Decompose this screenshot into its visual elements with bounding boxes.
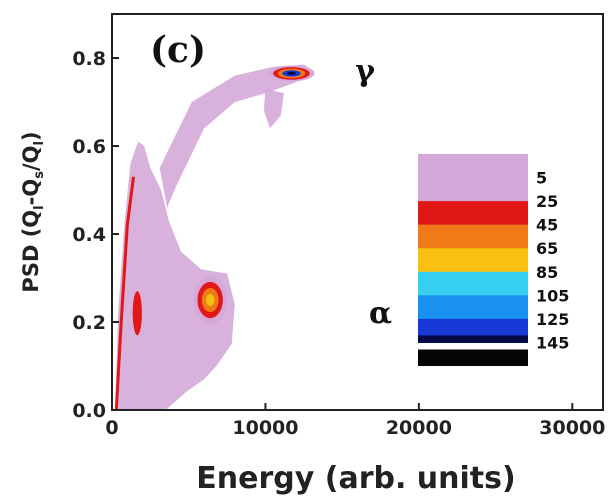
annotation-gamma: γ [355, 54, 375, 89]
y-label-mid: -Q [19, 179, 43, 206]
colorbar-band-145 [418, 335, 528, 343]
alpha-peak-level-65 [206, 294, 215, 306]
region-alpha-band [115, 141, 235, 410]
y-label-sub2: s [32, 171, 47, 179]
colorbar-band-bottom [418, 349, 528, 366]
gamma-peak-level-145 [286, 71, 297, 75]
panel-label: (c) [150, 29, 206, 71]
colorbar-band-25 [418, 201, 528, 226]
y-label-sub1: l [32, 205, 47, 209]
y-axis-label: PSD (Ql-Qs/Ql) [19, 131, 47, 292]
colorbar-label-25: 25 [536, 192, 558, 211]
y-tick-label-0.0: 0.0 [72, 400, 106, 422]
colorbar-band-65 [418, 248, 528, 273]
y-axis-ticks: 0.0 0.2 0.4 0.6 0.8 [72, 48, 119, 422]
y-label-end: ) [19, 131, 43, 141]
y-tick-label-0.6: 0.6 [72, 136, 106, 158]
edge-line [114, 176, 135, 411]
y-label-main: PSD (Q [19, 210, 43, 293]
colorbar-band-85 [418, 271, 528, 296]
y-tick-label-0.4: 0.4 [72, 224, 106, 246]
colorbar-label-105: 105 [536, 286, 569, 305]
colorbar-band-5 [418, 177, 528, 202]
colorbar-band-105 [418, 295, 528, 320]
colorbar-label-85: 85 [536, 263, 558, 282]
x-tick-label-10000: 10000 [232, 417, 298, 439]
colorbar-band-top [418, 154, 528, 178]
colorbar-label-145: 145 [536, 333, 569, 352]
plot-frame [111, 13, 604, 411]
colorbar-label-5: 5 [536, 169, 547, 188]
colorbar-label-45: 45 [536, 216, 558, 235]
region-gamma-tail [263, 88, 284, 129]
plot-content [114, 64, 315, 411]
y-label-mid2: /Q [19, 146, 43, 172]
colorbar-label-125: 125 [536, 310, 569, 329]
y-label-sub3: l [32, 141, 47, 145]
y-tick-label-0.2: 0.2 [72, 312, 106, 334]
colorbar-legend: 5 25 45 65 85 105 125 145 [418, 154, 569, 366]
x-axis-ticks: 0 10000 20000 30000 [105, 403, 605, 439]
colorbar-band-45 [418, 224, 528, 249]
annotation-alpha: α [369, 296, 392, 331]
colorbar-label-65: 65 [536, 239, 558, 258]
y-tick-label-0.8: 0.8 [72, 48, 106, 70]
low-energy-streak-level-25 [132, 291, 142, 336]
x-tick-label-20000: 20000 [386, 417, 452, 439]
x-axis-label: Energy (arb. units) [196, 461, 515, 496]
x-tick-label-30000: 30000 [539, 417, 605, 439]
x-tick-label-0: 0 [105, 417, 118, 439]
region-gamma-band [159, 64, 315, 208]
